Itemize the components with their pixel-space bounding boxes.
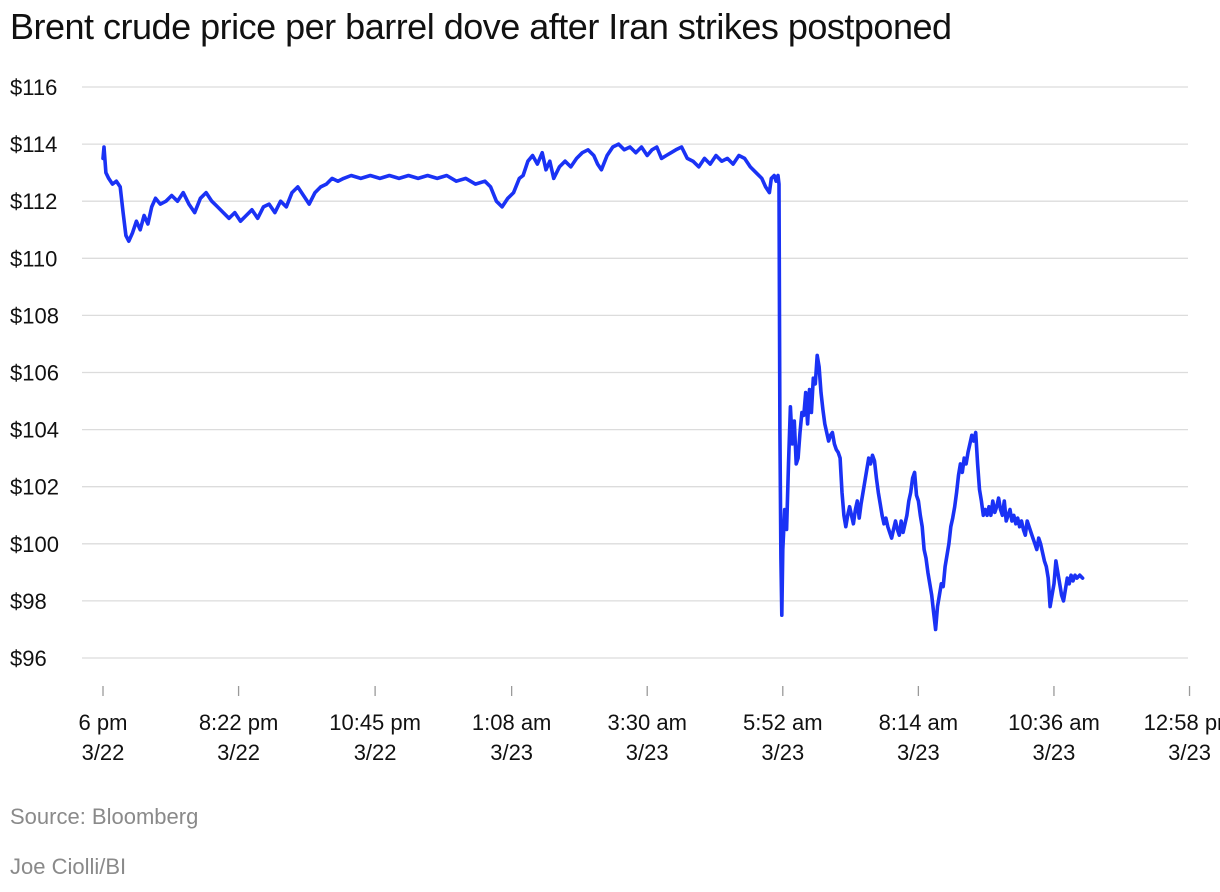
y-tick-label: $110 [10, 246, 57, 271]
y-tick-label: $104 [10, 418, 59, 443]
y-tick-label: $96 [10, 646, 47, 671]
chart-title: Brent crude price per barrel dove after … [10, 6, 952, 47]
x-tick-date-label: 3/23 [761, 740, 804, 765]
credit-note: Joe Ciolli/BI [10, 854, 127, 879]
x-axis-labels: 6 pm 3/22 8:22 pm 3/22 10:45 pm 3/22 1:08 am 3/… [79, 710, 1220, 765]
x-tick-date-label: 3/23 [626, 740, 669, 765]
x-axis-ticks [102, 686, 1191, 696]
x-tick-time-label: 1:08 am [472, 710, 552, 735]
x-tick-time-label: 8:14 am [879, 710, 959, 735]
y-tick-label: $98 [10, 589, 47, 614]
x-tick-time-label: 8:22 pm [199, 710, 279, 735]
x-tick-time-label: 10:36 am [1008, 710, 1100, 735]
y-tick-label: $116 [10, 75, 57, 100]
y-axis-labels: $116 $114 $112 $110 $108 $106 $104 $102 $100 $98 $… [10, 75, 59, 671]
x-tick-time-label: 12:58 pm [1144, 710, 1220, 735]
y-tick-label: $114 [10, 132, 57, 157]
y-tick-label: $102 [10, 475, 59, 500]
y-tick-label: $112 [10, 189, 57, 214]
x-tick-date-label: 3/23 [1033, 740, 1076, 765]
source-note: Source: Bloomberg [10, 804, 199, 829]
y-tick-label: $108 [10, 303, 59, 328]
x-tick-date-label: 3/22 [354, 740, 397, 765]
y-tick-label: $106 [10, 361, 59, 386]
series-group [101, 142, 1085, 632]
x-tick-time-label: 6 pm [79, 710, 128, 735]
y-tick-label: $100 [10, 532, 59, 557]
x-tick-date-label: 3/22 [217, 740, 260, 765]
x-tick-time-label: 3:30 am [607, 710, 687, 735]
x-tick-date-label: 3/23 [1168, 740, 1211, 765]
x-tick-date-label: 3/23 [490, 740, 533, 765]
x-tick-date-label: 3/23 [897, 740, 940, 765]
x-tick-time-label: 5:52 am [743, 710, 823, 735]
x-tick-date-label: 3/22 [82, 740, 125, 765]
series-line-brent-crude [101, 142, 1085, 632]
gridlines [82, 86, 1188, 659]
x-tick-time-label: 10:45 pm [329, 710, 421, 735]
